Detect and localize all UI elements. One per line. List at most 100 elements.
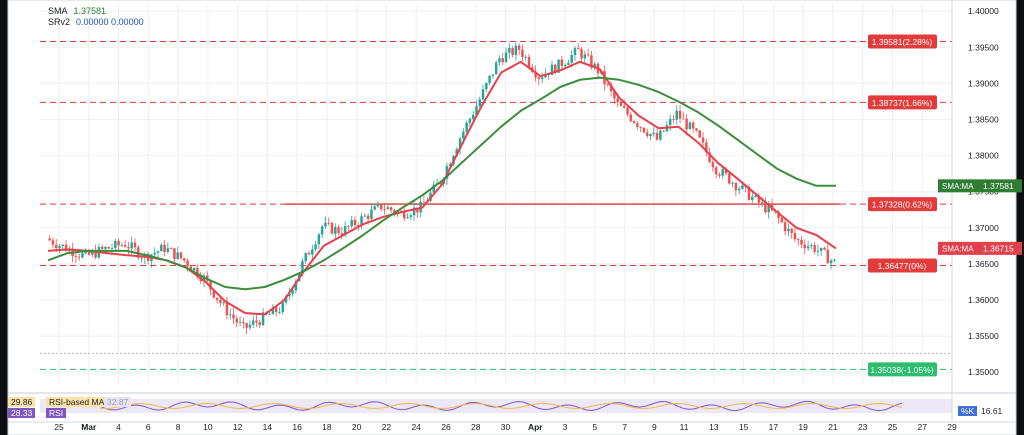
candle-body bbox=[366, 215, 370, 219]
candle-body bbox=[524, 56, 527, 58]
candle-body bbox=[616, 98, 619, 103]
level-label-text: 1.36477(0%) bbox=[878, 261, 927, 271]
level-label-text: 1.37328(0.62%) bbox=[872, 200, 933, 210]
candle-body bbox=[688, 122, 692, 130]
candle-body bbox=[682, 118, 685, 120]
candle-body bbox=[573, 48, 577, 56]
level-label-text: 1.39581(2.28%) bbox=[872, 37, 933, 47]
candle-body bbox=[521, 49, 524, 58]
candle-body bbox=[248, 324, 252, 328]
candle-body bbox=[741, 185, 744, 189]
candle-body bbox=[432, 184, 436, 193]
candle-body bbox=[560, 59, 564, 67]
price-tag-box bbox=[938, 179, 1022, 193]
rsi-band bbox=[40, 399, 952, 413]
x-tick-label: 7 bbox=[622, 422, 627, 432]
candle-body bbox=[169, 248, 173, 249]
grid bbox=[40, 4, 953, 383]
candle-body bbox=[580, 49, 583, 59]
candle-body bbox=[550, 64, 554, 76]
candle-body bbox=[537, 77, 541, 80]
candle-body bbox=[567, 62, 570, 65]
candle-body bbox=[179, 252, 183, 259]
candle-body bbox=[586, 54, 590, 56]
candle-body bbox=[829, 260, 833, 264]
candle-body bbox=[800, 240, 803, 245]
candle-body bbox=[554, 64, 557, 73]
candle-body bbox=[787, 228, 790, 232]
candle-body bbox=[622, 105, 626, 108]
candle-body bbox=[468, 118, 472, 123]
y-tick-label: 1.35500 bbox=[968, 331, 999, 341]
candle-body bbox=[320, 226, 324, 235]
candle-body bbox=[790, 228, 793, 234]
candle-body bbox=[340, 233, 344, 236]
candle-body bbox=[127, 246, 130, 249]
candle-body bbox=[215, 297, 219, 300]
candle-body bbox=[796, 239, 800, 241]
candle-body bbox=[563, 64, 567, 67]
candle-body bbox=[225, 302, 229, 316]
candle-body bbox=[58, 245, 61, 249]
candle-body bbox=[803, 244, 807, 249]
candle-body bbox=[376, 203, 380, 207]
candle-body bbox=[393, 210, 396, 214]
candle-body bbox=[514, 45, 518, 56]
x-tick-label: 18 bbox=[322, 422, 332, 432]
x-tick-label: 20 bbox=[352, 422, 362, 432]
chart-background bbox=[8, 0, 1016, 435]
candle-body bbox=[826, 249, 830, 264]
candle-body bbox=[540, 77, 544, 80]
candle-body bbox=[494, 62, 498, 75]
x-tick-label: 26 bbox=[441, 422, 451, 432]
candle-body bbox=[734, 183, 738, 191]
candle-body bbox=[268, 314, 271, 315]
candle-body bbox=[186, 260, 189, 267]
candle-body bbox=[823, 247, 826, 250]
srv2-legend-label: SRv2 bbox=[48, 17, 71, 27]
candle-body bbox=[64, 244, 68, 252]
candle-body bbox=[813, 245, 816, 252]
candle-body bbox=[632, 121, 636, 124]
sma-legend-value: 1.37581 bbox=[73, 6, 107, 16]
x-tick-label: 21 bbox=[828, 422, 838, 432]
candle-body bbox=[370, 209, 373, 219]
candle-body bbox=[212, 289, 216, 298]
candle-body bbox=[527, 56, 531, 68]
candle-body bbox=[475, 106, 478, 115]
y-tick-label: 1.39000 bbox=[968, 78, 999, 88]
candle-body bbox=[100, 246, 104, 249]
candle-body bbox=[412, 207, 416, 216]
candle-body bbox=[471, 114, 475, 119]
candle-body bbox=[327, 222, 330, 224]
y-tick-label: 1.38000 bbox=[968, 151, 999, 161]
candle-body bbox=[192, 267, 196, 271]
candle-body bbox=[498, 58, 501, 63]
candle-body bbox=[754, 195, 757, 197]
candle-body bbox=[708, 152, 711, 163]
candle-body bbox=[672, 119, 675, 120]
candle-body bbox=[416, 207, 419, 213]
candle-body bbox=[737, 188, 741, 191]
rsi-panel bbox=[8, 392, 1016, 413]
candle-body bbox=[343, 226, 347, 236]
candle-body bbox=[724, 169, 728, 174]
chart-border bbox=[7, 0, 1017, 435]
x-tick-label: 24 bbox=[411, 422, 421, 432]
level-labels: 1.39581(2.28%) 1.38737(1.66%) 1.37328(0.62… bbox=[868, 34, 1022, 377]
candle-body bbox=[294, 281, 298, 291]
level-label-text: 1.38737(1.66%) bbox=[872, 98, 933, 108]
candle-body bbox=[711, 162, 715, 168]
candle-body bbox=[649, 134, 652, 137]
x-tick-label: 23 bbox=[858, 422, 868, 432]
candle-body bbox=[439, 183, 442, 185]
candle-body bbox=[51, 240, 55, 245]
candle-body bbox=[163, 244, 166, 252]
rsi-line bbox=[99, 400, 903, 412]
candle-body bbox=[695, 128, 698, 131]
y-tick-label: 1.39500 bbox=[968, 42, 999, 52]
candle-body bbox=[606, 84, 610, 85]
rsi-ma-value-tag: 29.86 bbox=[8, 397, 36, 407]
candle-body bbox=[130, 242, 133, 249]
